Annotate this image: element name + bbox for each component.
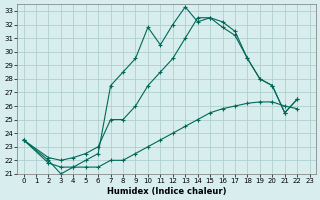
X-axis label: Humidex (Indice chaleur): Humidex (Indice chaleur) bbox=[107, 187, 226, 196]
